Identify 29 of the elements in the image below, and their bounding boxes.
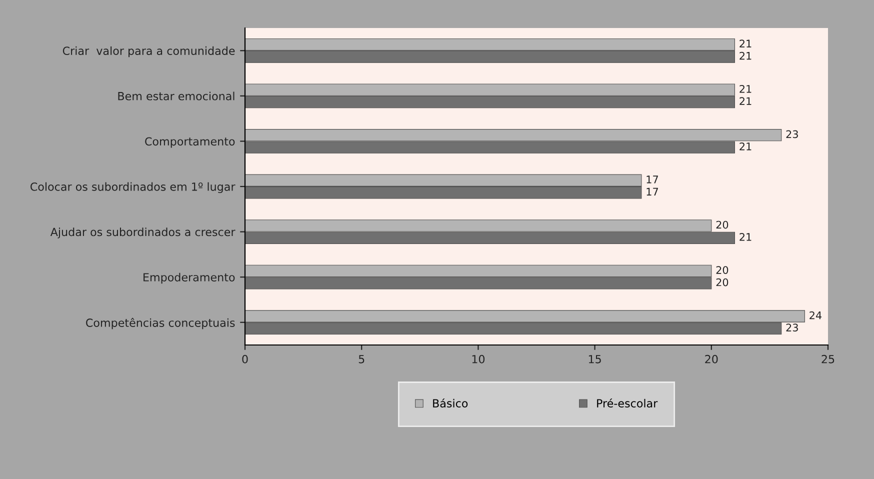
data-label: 20	[716, 266, 728, 274]
data-label: 21	[740, 84, 752, 93]
data-label: 23	[786, 130, 798, 138]
data-label: 21	[740, 52, 752, 60]
data-label: 17	[646, 188, 658, 196]
x-tick-label: 5	[358, 355, 364, 364]
data-label: 23	[786, 324, 798, 332]
x-tick-label: 0	[242, 354, 248, 364]
x-tick-label: 25	[822, 354, 834, 364]
y-tick-label: Comportamento	[145, 137, 235, 148]
legend-label: Básico	[433, 398, 468, 408]
y-tick-label: Colocar os subordinados em 1º lugar	[30, 182, 236, 194]
x-tick-label: 15	[588, 355, 601, 364]
x-tick-label: 20	[705, 354, 718, 364]
data-label: 21	[740, 97, 752, 105]
y-tick-label: Empoderamento	[144, 272, 235, 284]
y-tick-label: Criar valor para a comunidade	[62, 46, 235, 58]
x-tick-label: 10	[472, 354, 485, 364]
data-label: 20	[716, 220, 728, 229]
data-label: 20	[716, 278, 728, 286]
data-label: 24	[810, 311, 822, 320]
y-tick-label: Competências conceptuais	[86, 318, 235, 330]
data-label: 17	[646, 176, 658, 184]
data-label: 21	[740, 142, 752, 150]
y-tick-label: Ajudar os subordinados a crescer	[50, 228, 236, 238]
y-tick-label: Bem estar emocional	[118, 92, 234, 100]
data-label: 21	[740, 40, 752, 48]
legend-label: Pré-escolar	[597, 398, 658, 408]
data-label: 21	[740, 233, 752, 241]
